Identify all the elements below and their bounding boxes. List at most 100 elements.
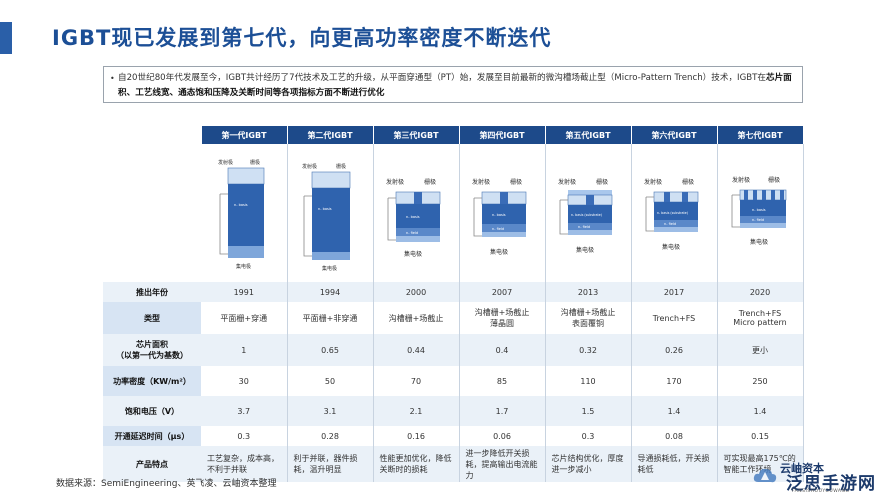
gen6-structure-diagram: 发射极 栅极 n- basis (substrate) n- field 集电极	[631, 144, 718, 282]
row-label-saturation-voltage: 饱和电压（V）	[103, 396, 201, 426]
gen2-emitter-label: 发射极	[302, 163, 317, 170]
gen3-nbase-label: n- basis	[406, 215, 420, 219]
table-cell: 0.3	[201, 426, 288, 446]
table-cell: 0.16	[373, 426, 460, 446]
gen4-nbase-label: n- basis	[492, 213, 506, 217]
gen3-gate-label: 栅极	[424, 178, 436, 186]
gen5-collector-label: 集电极	[576, 246, 594, 254]
gen7-gate-label: 栅极	[768, 176, 780, 184]
table-cell: 0.3	[545, 426, 632, 446]
gen7-structure-diagram: 发射极 栅极 n- basis n- field 集电极	[717, 144, 804, 282]
gen7-nfield-label: n- field	[752, 218, 764, 222]
table-cell: 0.44	[373, 334, 460, 366]
header-gen1: 第一代IGBT	[201, 126, 288, 144]
table-cell: 1.4	[631, 396, 718, 426]
header-gen2: 第二代IGBT	[287, 126, 374, 144]
header-gen3: 第三代IGBT	[373, 126, 460, 144]
table-cell: 1	[201, 334, 288, 366]
table-cell: 70	[373, 366, 460, 396]
table-cell: 85	[459, 366, 546, 396]
gen5-structure-diagram: 发射极 栅极 n- basis (substrate) n- field 集电极	[545, 144, 632, 282]
table-cell: 30	[201, 366, 288, 396]
header-row: 第一代IGBT 第二代IGBT 第三代IGBT 第四代IGBT 第五代IGBT …	[103, 126, 804, 144]
table-cell: 2000	[373, 282, 460, 302]
row-label-features: 产品特点	[103, 446, 201, 482]
gen2-gate-label: 栅极	[336, 163, 346, 170]
gen5-gate-label: 栅极	[596, 178, 608, 186]
table-cell: 0.26	[631, 334, 718, 366]
table-cell: 1.4	[717, 396, 804, 426]
gen1-structure-diagram: 发射极 栅极 n- basis 集电极	[201, 144, 288, 282]
table-cell: 0.06	[459, 426, 546, 446]
gen3-structure-diagram: 发射极 栅极 n- basis n- field 集电极	[373, 144, 460, 282]
table-row: 开通延迟时间（μs） 0.3 0.28 0.16 0.06 0.3 0.08 0…	[103, 426, 804, 446]
gen1-emitter-label: 发射极	[218, 159, 233, 166]
page-title: IGBT现已发展到第七代，向更高功率密度不断迭代	[52, 26, 552, 50]
table-cell: 50	[287, 366, 374, 396]
gen6-nfield-label: n- field	[664, 222, 676, 226]
table-row: 芯片面积 （以第一代为基数） 1 0.65 0.44 0.4 0.32 0.26…	[103, 334, 804, 366]
table-cell: 沟槽栅+场截止 表面覆铜	[545, 302, 632, 334]
header-gen5: 第五代IGBT	[545, 126, 632, 144]
gen2-structure-diagram: 发射极 栅极 n- basis 集电极	[287, 144, 374, 282]
table-cell: 进一步降低开关损耗，提高输出电流能力	[459, 446, 546, 482]
watermark: 云岫资本 泛思手游网 FANSISHOUYOUWANG	[752, 460, 882, 494]
table-row: 功率密度（KW/m²） 30 50 70 85 110 170 250	[103, 366, 804, 396]
row-label-year: 推出年份	[103, 282, 201, 302]
table-cell: 1991	[201, 282, 288, 302]
table-cell: 0.32	[545, 334, 632, 366]
row-label-power-density: 功率密度（KW/m²）	[103, 366, 201, 396]
gen7-structure-svg: 发射极 栅极 n- basis n- field 集电极	[731, 176, 787, 246]
table-cell: 2017	[631, 282, 718, 302]
header-gen7: 第七代IGBT	[717, 126, 804, 144]
table-row: 类型 平面栅+穿通 平面栅+非穿通 沟槽栅+场截止 沟槽栅+场截止 薄晶圆 沟槽…	[103, 302, 804, 334]
gen6-nbase-label: n- basis (substrate)	[657, 211, 688, 215]
table-cell: 0.65	[287, 334, 374, 366]
table-cell: Trench+FS Micro pattern	[717, 302, 804, 334]
table-cell: 0.08	[631, 426, 718, 446]
bullet-icon: •	[110, 74, 115, 83]
watermark-line1: 云岫资本	[780, 462, 824, 475]
table-cell: 2.1	[373, 396, 460, 426]
table-cell: 工艺复杂，成本高，不利于并联	[201, 446, 288, 482]
gen3-emitter-label: 发射极	[386, 178, 404, 186]
gen5-nfield-label: n- field	[578, 225, 590, 229]
structure-diagram-row: 发射极 栅极 n- basis 集电极 发射极 栅极	[103, 144, 804, 282]
table-cell: 1.5	[545, 396, 632, 426]
igbt-generation-table: 第一代IGBT 第二代IGBT 第三代IGBT 第四代IGBT 第五代IGBT …	[103, 126, 804, 482]
table-cell: 利于并联，器件损耗，温升明显	[287, 446, 374, 482]
gen6-structure-svg: 发射极 栅极 n- basis (substrate) n- field 集电极	[644, 178, 699, 251]
gen4-structure-svg: 发射极 栅极 n- basis n- field 集电极	[472, 178, 527, 256]
diagram-row-label	[103, 144, 201, 282]
table-cell: 170	[631, 366, 718, 396]
summary-text: 自20世纪80年代发展至今，IGBT共计经历了7代技术及工艺的升级，从平面穿通型…	[118, 73, 766, 83]
gen6-gate-label: 栅极	[682, 178, 694, 186]
table-cell: 1994	[287, 282, 374, 302]
table-row: 推出年份 1991 1994 2000 2007 2013 2017 2020	[103, 282, 804, 302]
summary-note: • 自20世纪80年代发展至今，IGBT共计经历了7代技术及工艺的升级，从平面穿…	[103, 66, 803, 103]
table-cell: 0.4	[459, 334, 546, 366]
gen6-collector-label: 集电极	[662, 243, 680, 251]
table-cell: 110	[545, 366, 632, 396]
table-cell: 沟槽栅+场截止 薄晶圆	[459, 302, 546, 334]
gen4-structure-diagram: 发射极 栅极 n- basis n- field 集电极	[459, 144, 546, 282]
gen1-gate-label: 栅极	[250, 159, 260, 166]
gen1-collector-label: 集电极	[236, 263, 251, 270]
data-source-note: 数据来源：SemiEngineering、英飞凌、云岫资本整理	[56, 479, 277, 489]
table-row: 产品特点 工艺复杂，成本高，不利于并联 利于并联，器件损耗，温升明显 性能更加优…	[103, 446, 804, 482]
summary-emphasis: 芯片面积、工艺线宽、通态饱和压降及关断时间等各项指标方面不断进行优化	[118, 73, 792, 98]
cloud-logo-icon	[753, 468, 777, 483]
header-gen6: 第六代IGBT	[631, 126, 718, 144]
table-cell: 沟槽栅+场截止	[373, 302, 460, 334]
gen6-emitter-label: 发射极	[644, 178, 662, 186]
table-cell: 3.7	[201, 396, 288, 426]
gen4-collector-label: 集电极	[490, 248, 508, 256]
table-cell: 250	[717, 366, 804, 396]
row-label-type: 类型	[103, 302, 201, 334]
gen7-nbase-label: n- basis	[752, 208, 766, 212]
gen5-structure-svg: 发射极 栅极 n- basis (substrate) n- field 集电极	[558, 178, 613, 254]
table-cell: 0.15	[717, 426, 804, 446]
table-cell: 平面栅+穿通	[201, 302, 288, 334]
gen1-nbase-label: n- basis	[234, 203, 248, 207]
gen2-collector-label: 集电极	[322, 265, 337, 272]
